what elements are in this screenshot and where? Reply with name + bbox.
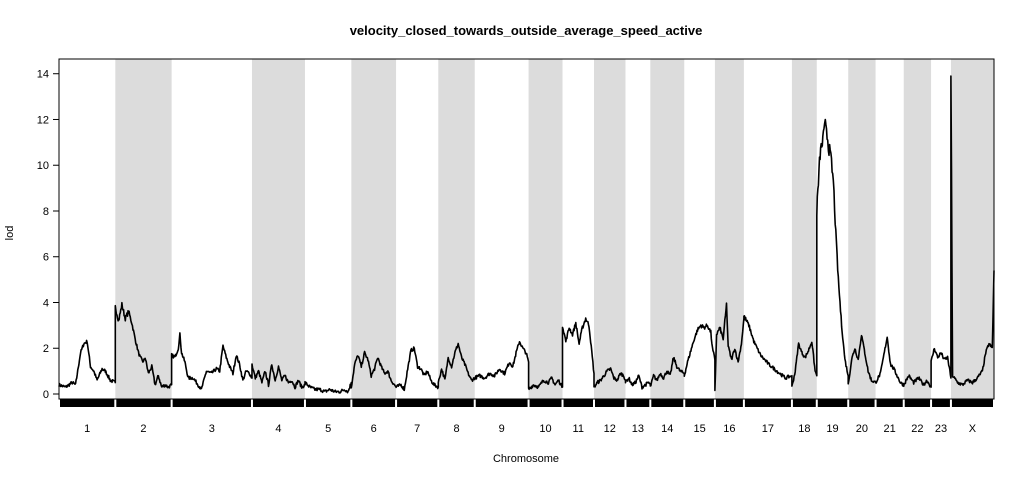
- chromosome-shading: [115, 59, 994, 399]
- marker-rug: [60, 399, 993, 407]
- x-tick-label: 14: [661, 423, 673, 435]
- rug-chr-23: [932, 399, 950, 407]
- rug-chr-3: [172, 399, 251, 407]
- rug-chr-14: [651, 399, 684, 407]
- rug-chr-16: [715, 399, 743, 407]
- rug-chr-8: [439, 399, 474, 407]
- rug-chr-4: [252, 399, 304, 407]
- rug-chr-13: [626, 399, 650, 407]
- x-tick-label: 13: [632, 423, 644, 435]
- y-tick-label: 12: [37, 114, 49, 126]
- rug-chr-X: [951, 399, 993, 407]
- rug-chr-12: [594, 399, 625, 407]
- y-tick-label: 10: [37, 160, 49, 172]
- x-tick-label: 2: [140, 423, 146, 435]
- rug-chr-6: [352, 399, 396, 407]
- x-tick-label: 1: [84, 423, 90, 435]
- rug-chr-10: [529, 399, 562, 407]
- rug-chr-9: [475, 399, 528, 407]
- x-tick-label: 21: [884, 423, 896, 435]
- shade-chr-6: [351, 59, 397, 399]
- x-tick-label: X: [969, 423, 977, 435]
- rug-chr-2: [116, 399, 171, 407]
- y-tick-label: 0: [43, 389, 49, 401]
- x-tick-label: 15: [693, 423, 705, 435]
- shade-chr-22: [903, 59, 932, 399]
- y-tick-label: 2: [43, 343, 49, 355]
- shade-chr-8: [438, 59, 475, 399]
- y-axis-label: lod: [4, 226, 16, 241]
- rug-chr-18: [792, 399, 816, 407]
- rug-chr-21: [876, 399, 903, 407]
- chart-title: velocity_closed_towards_outside_average_…: [350, 23, 703, 38]
- rug-chr-22: [904, 399, 931, 407]
- rug-chr-1: [60, 399, 115, 407]
- y-axis: 0 2 4 6 8 10 12 14: [37, 69, 60, 401]
- rug-chr-20: [849, 399, 875, 407]
- rug-chr-11: [563, 399, 593, 407]
- x-tick-label: 17: [762, 423, 774, 435]
- x-tick-label: 6: [371, 423, 377, 435]
- shade-chr-10: [528, 59, 563, 399]
- x-axis-label: Chromosome: [493, 453, 559, 465]
- x-tick-label: 7: [414, 423, 420, 435]
- shade-chr-2: [115, 59, 172, 399]
- x-tick-label: 8: [453, 423, 459, 435]
- y-tick-label: 4: [43, 297, 49, 309]
- x-tick-label: 23: [935, 423, 947, 435]
- rug-chr-19: [817, 399, 848, 407]
- x-tick-label: 18: [798, 423, 810, 435]
- y-tick-label: 6: [43, 252, 49, 264]
- y-tick-label: 8: [43, 206, 49, 218]
- shade-chr-20: [848, 59, 876, 399]
- x-axis: 1 2 3 4 5 6 7 8 9 10 11 12 13 14 15 16 17 18 19 20 21 22 23 X: [84, 423, 977, 435]
- y-tick-label: 14: [37, 69, 49, 81]
- rug-chr-15: [685, 399, 714, 407]
- shade-chr-16: [714, 59, 744, 399]
- x-tick-label: 20: [856, 423, 868, 435]
- x-tick-label: 4: [275, 423, 281, 435]
- x-tick-label: 3: [209, 423, 215, 435]
- x-tick-label: 19: [826, 423, 838, 435]
- rug-chr-7: [397, 399, 438, 407]
- rug-chr-17: [744, 399, 791, 407]
- shade-chr-X: [950, 59, 994, 399]
- lod-line: [58, 75, 995, 394]
- shade-chr-4: [251, 59, 305, 399]
- shade-chr-14: [650, 59, 685, 399]
- rug-chr-5: [305, 399, 351, 407]
- x-tick-label: 11: [573, 423, 584, 435]
- x-tick-label: 10: [539, 423, 551, 435]
- x-tick-label: 9: [499, 423, 505, 435]
- x-tick-label: 22: [911, 423, 923, 435]
- x-tick-label: 12: [604, 423, 616, 435]
- x-tick-label: 5: [325, 423, 331, 435]
- shade-chr-18: [791, 59, 817, 399]
- x-tick-label: 16: [723, 423, 735, 435]
- shade-chr-12: [593, 59, 626, 399]
